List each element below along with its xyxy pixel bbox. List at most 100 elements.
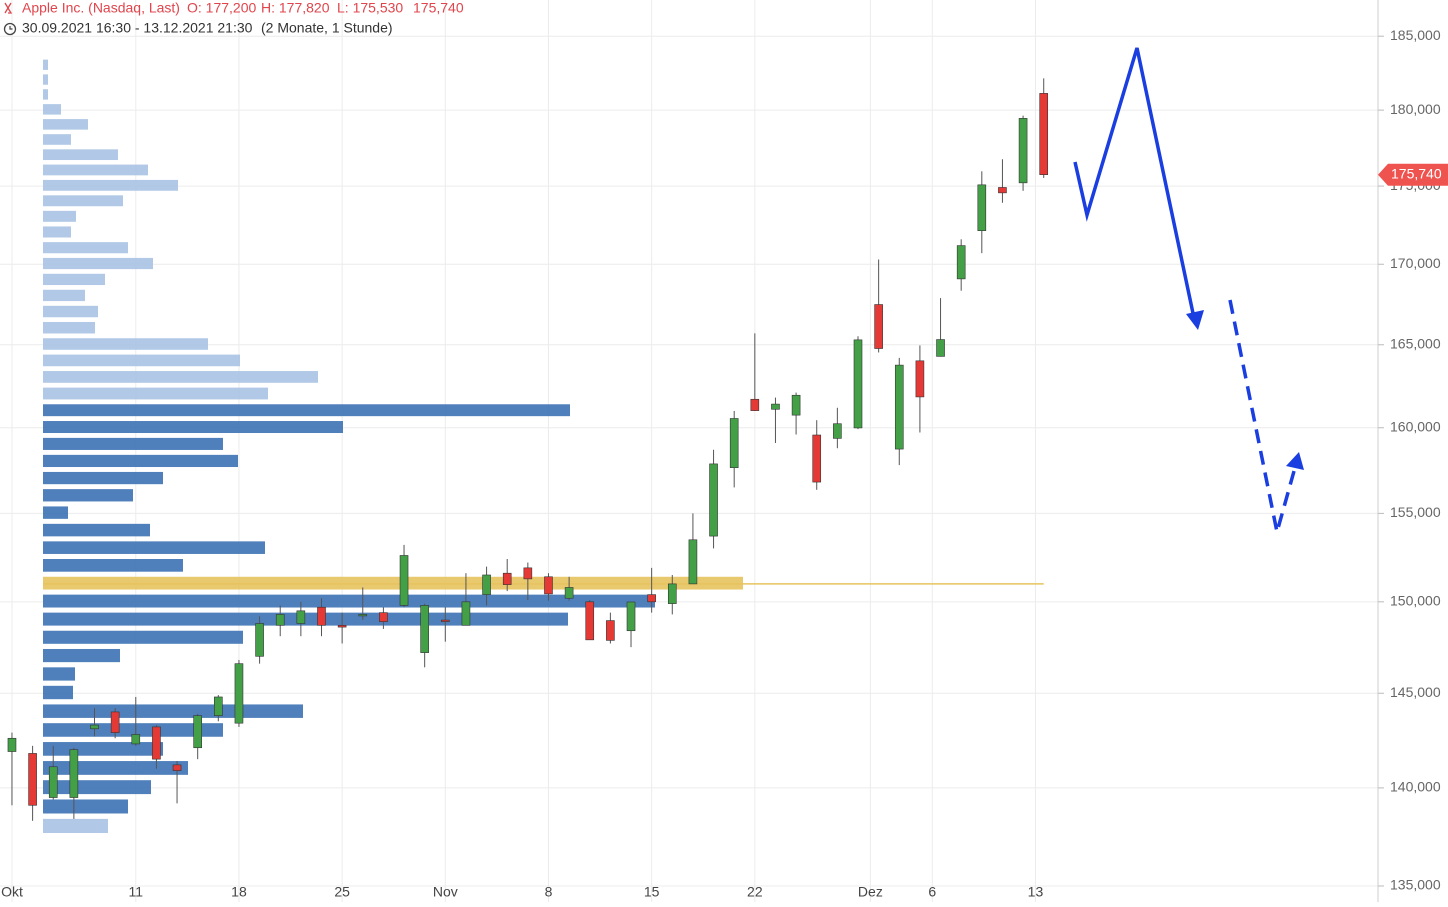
projection-path	[1073, 47, 1196, 319]
date-range: 30.09.2021 16:30 - 13.12.2021 21:30	[22, 20, 253, 36]
arrow-head	[1286, 452, 1304, 470]
y-tick-label: 155,000	[1390, 504, 1441, 520]
candle-body	[1039, 93, 1049, 175]
high: H: 177,820	[261, 0, 330, 16]
profile-bar	[43, 612, 568, 626]
y-axis: 135,000 140,000 145,000 150,000 155,000 160,0…	[1, 27, 1448, 900]
y-tick-label: 170,000	[1390, 255, 1441, 271]
x-tick-label: Nov	[433, 884, 458, 900]
candle-body	[977, 184, 987, 231]
candle-body	[28, 753, 37, 806]
profile-bar	[43, 321, 95, 334]
candle-body	[193, 715, 202, 749]
candle-body	[523, 567, 533, 580]
profile-bar	[43, 371, 318, 383]
profile-bar	[43, 630, 243, 644]
candle-body	[296, 610, 306, 624]
candle-body	[379, 612, 388, 622]
candle-body	[152, 726, 161, 760]
profile-bar	[43, 489, 133, 502]
volume-profile	[43, 59, 1044, 834]
candle-body	[626, 601, 636, 632]
profile-bar	[43, 387, 268, 400]
profile-bar	[43, 818, 108, 834]
candle-body	[420, 605, 429, 653]
profile-bar	[43, 421, 343, 434]
y-tick-label: 180,000	[1390, 101, 1441, 117]
candle-body	[647, 594, 656, 603]
arrow-head	[1186, 310, 1204, 330]
close: 175,740	[413, 0, 464, 16]
y-tick-label: 135,000	[1390, 877, 1441, 893]
open: O: 177,200	[187, 0, 256, 16]
x-tick-label: Dez	[858, 884, 883, 900]
projection	[1073, 47, 1304, 533]
y-tick-label: 150,000	[1390, 593, 1441, 609]
profile-bar	[43, 685, 73, 700]
y-tick-label: 160,000	[1390, 418, 1441, 434]
candle-body	[255, 623, 264, 657]
profile-bar	[43, 761, 188, 775]
candle-body	[606, 620, 615, 641]
profile-bar	[43, 354, 240, 367]
candles	[7, 78, 1049, 821]
profile-bar	[43, 780, 151, 795]
profile-bar	[43, 179, 178, 191]
profile-bar	[43, 119, 88, 130]
last-price-label: 175,740	[1391, 165, 1442, 181]
candle-body	[69, 749, 79, 798]
x-tick-label: 8	[545, 884, 553, 900]
candle-body	[358, 614, 368, 617]
candle-body	[90, 724, 99, 730]
instrument: Apple Inc. (Nasdaq, Last)	[22, 0, 180, 16]
candle-body	[812, 434, 822, 483]
period: (2 Monate, 1 Stunde)	[261, 20, 393, 36]
x-tick-label: 25	[334, 884, 350, 900]
candle-body	[214, 696, 223, 716]
profile-bar	[43, 704, 303, 718]
candle-body	[564, 587, 574, 599]
last-price-tag	[1378, 163, 1448, 186]
candle-body	[729, 418, 739, 468]
profile-bar	[43, 799, 128, 814]
candle-body	[275, 614, 285, 626]
x-tick-label: 13	[1028, 884, 1044, 900]
candle-body	[441, 619, 450, 622]
profile-bar	[43, 506, 68, 519]
candle-body	[791, 394, 801, 416]
profile-bar	[43, 164, 148, 176]
candle-body	[853, 339, 863, 429]
y-tick-label: 140,000	[1390, 779, 1441, 795]
profile-bar	[43, 742, 163, 756]
y-tick-label: 145,000	[1390, 684, 1441, 700]
profile-bar	[43, 257, 153, 270]
chart-icon	[4, 2, 13, 14]
profile-bar	[43, 723, 223, 737]
profile-bar	[43, 59, 48, 70]
profile-bar	[43, 89, 48, 100]
candle-body	[1018, 118, 1028, 184]
y-tick-label: 165,000	[1390, 335, 1441, 351]
clock-hands	[9, 26, 13, 30]
candle-body	[172, 764, 182, 771]
candle-body	[399, 555, 409, 606]
profile-bar	[43, 471, 163, 485]
profile-bar	[43, 437, 223, 450]
candle-body	[502, 572, 512, 585]
x-tick-label: 11	[129, 884, 144, 900]
profile-bar	[43, 594, 655, 608]
candle-body	[915, 360, 925, 398]
profile-bar	[43, 454, 238, 468]
projection-path-dashed	[1228, 299, 1298, 533]
candle-body	[688, 539, 698, 585]
candle-body	[317, 606, 326, 626]
profile-bar	[43, 273, 105, 286]
candle-body	[874, 304, 883, 349]
low: L: 175,530	[337, 0, 403, 16]
x-tick-label: 18	[231, 884, 247, 900]
profile-bar	[43, 559, 183, 572]
profile-bar	[43, 667, 75, 681]
candle-body	[750, 398, 760, 411]
